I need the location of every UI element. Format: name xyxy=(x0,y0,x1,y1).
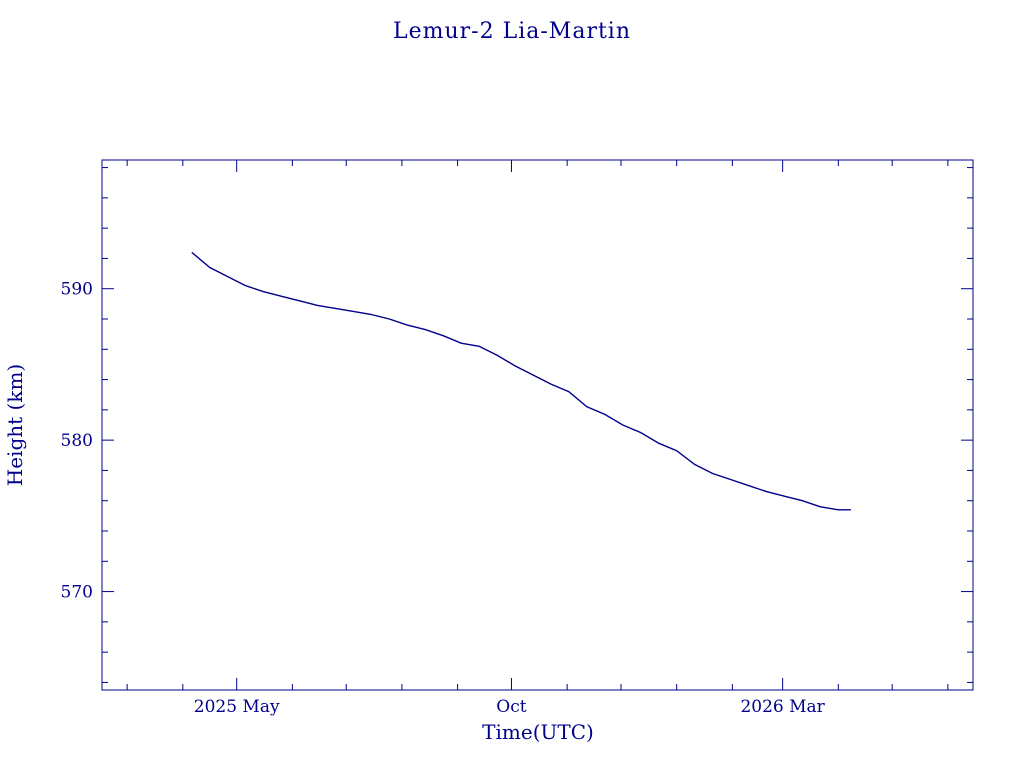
plot-frame xyxy=(101,159,974,691)
chart-title: Lemur-2 Lia-Martin xyxy=(393,19,631,44)
x-tick-label: Oct xyxy=(496,697,526,717)
x-tick-label: 2025 May xyxy=(194,697,280,717)
series-line xyxy=(191,251,851,511)
y-tick-label: 590 xyxy=(61,280,93,300)
x-axis-tick-labels: 2025 May Oct 2026 Mar xyxy=(194,697,826,717)
x-axis-label: Time(UTC) xyxy=(482,720,594,744)
y-tick-label: 580 xyxy=(61,431,93,451)
x-tick-label: 2026 Mar xyxy=(740,697,825,717)
x-axis-ticks xyxy=(126,160,949,690)
y-tick-label: 570 xyxy=(61,583,93,603)
y-axis-label: Height (km) xyxy=(3,364,27,486)
y-axis-ticks xyxy=(102,167,973,683)
y-axis-tick-labels: 570 580 590 xyxy=(61,280,93,603)
